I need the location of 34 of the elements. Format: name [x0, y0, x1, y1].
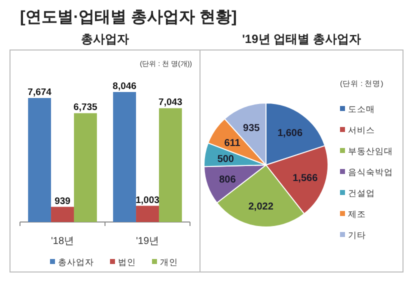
chart-subtitle: 총사업자 — [81, 32, 129, 46]
bar — [136, 206, 159, 222]
data-label: 7,043 — [158, 97, 182, 108]
data-label: 8,046 — [112, 81, 136, 92]
data-label: 1,606 — [277, 128, 303, 139]
data-label: 935 — [243, 122, 260, 134]
data-label: 806 — [219, 174, 236, 186]
data-label: 611 — [224, 138, 241, 149]
chart-title: [연도별·업태별 총사업자 현황] — [20, 9, 237, 26]
legend-label: 개인 — [160, 257, 178, 267]
legend-label: 법인 — [118, 257, 136, 267]
x-tick-label: '19년 — [136, 236, 160, 247]
legend-label: 음식숙박업 — [348, 167, 393, 177]
data-label: 6,735 — [74, 102, 98, 114]
bar — [113, 92, 136, 222]
data-label: 500 — [217, 154, 234, 166]
legend-label: 서비스 — [348, 125, 375, 135]
data-label: 1,003 — [136, 194, 160, 206]
chart-subtitle: '19년 업태별 총사업자 — [242, 32, 361, 46]
legend-label: 제조 — [348, 209, 366, 219]
bar — [28, 98, 52, 222]
legend-label: 부동산임대 — [348, 146, 393, 156]
bar — [51, 206, 74, 222]
bar — [158, 108, 182, 222]
x-tick-label: '18년 — [50, 236, 74, 247]
legend-label: 건설업 — [348, 188, 375, 198]
legend-label: 총사업자 — [58, 257, 94, 267]
bar — [74, 113, 97, 222]
legend-label: 기타 — [348, 230, 366, 240]
data-label: 7,674 — [28, 87, 52, 98]
legend-label: 도소매 — [348, 104, 375, 114]
data-label: 939 — [54, 196, 70, 207]
data-label: 2,022 — [248, 202, 274, 213]
data-label: 1,566 — [292, 172, 318, 184]
